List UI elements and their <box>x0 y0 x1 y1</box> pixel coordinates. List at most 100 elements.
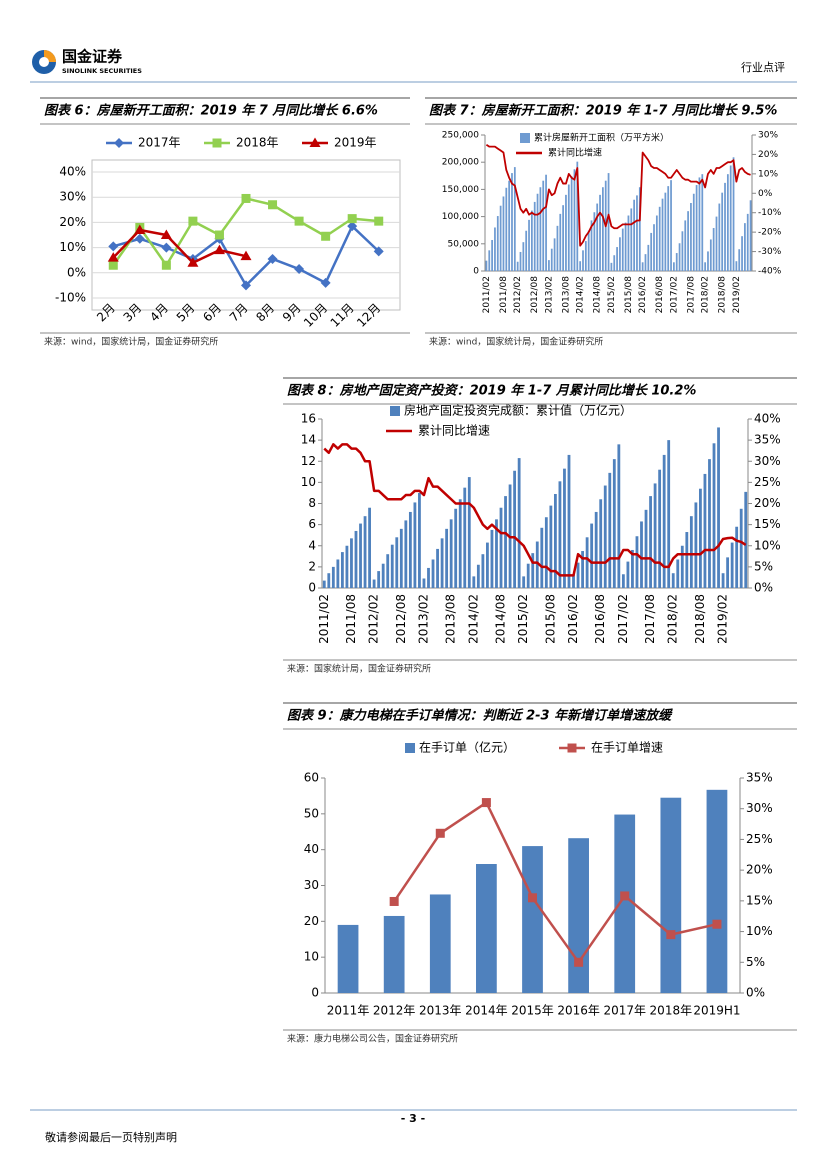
bar <box>590 220 593 271</box>
bar <box>673 262 675 271</box>
bar <box>408 511 412 588</box>
bar <box>576 562 580 588</box>
bar <box>621 574 625 588</box>
x-tick-label: 2017/08 <box>686 276 696 314</box>
x-tick-label: 2013/02 <box>544 276 554 313</box>
bar <box>670 180 672 271</box>
y2-tick-label: 5% <box>746 955 765 969</box>
bar <box>712 228 715 271</box>
bar <box>395 537 399 588</box>
marker <box>389 896 399 906</box>
bar <box>678 243 681 271</box>
y2-tick-label: 20% <box>758 150 778 160</box>
bar <box>399 528 403 588</box>
marker <box>240 250 252 261</box>
bar <box>505 187 508 271</box>
bar <box>729 165 732 271</box>
bar <box>694 502 698 588</box>
x-tick-label: 2014年 <box>465 1004 508 1018</box>
bar <box>695 185 698 271</box>
series-line <box>112 228 247 264</box>
bar <box>744 223 746 271</box>
bar <box>539 187 542 271</box>
bar <box>522 242 525 271</box>
marker <box>347 214 357 224</box>
bar <box>519 251 522 271</box>
y2-tick-label: 35% <box>746 771 773 785</box>
bar <box>418 492 421 588</box>
y-tick-label: 16 <box>301 412 316 426</box>
x-tick-label: 2017/08 <box>643 594 657 644</box>
x-tick-label: 2016/02 <box>638 276 648 313</box>
marker <box>214 230 224 240</box>
marker <box>161 242 172 253</box>
y-tick-label: 4 <box>308 538 316 552</box>
bar <box>528 219 530 271</box>
bar <box>680 545 684 588</box>
y-tick-label: 10% <box>59 240 86 254</box>
bar <box>687 211 689 271</box>
bar <box>490 529 494 588</box>
bar <box>610 262 613 271</box>
bar <box>336 559 340 588</box>
bar <box>699 488 702 588</box>
marker <box>373 246 384 257</box>
bar <box>738 249 741 271</box>
bar <box>449 519 453 588</box>
bar <box>567 454 571 588</box>
y-tick-label: 2 <box>308 559 316 573</box>
bar <box>590 523 594 588</box>
x-tick-label: 2018年 <box>650 1004 693 1018</box>
bar <box>345 545 349 588</box>
y2-tick-label: 20% <box>754 496 781 510</box>
y-tick-label: 10 <box>301 475 316 489</box>
marker <box>481 798 491 808</box>
y-tick-label: -10% <box>55 291 86 305</box>
legend-label: 累计房屋新开工面积（万平方米） <box>534 132 669 144</box>
legend-swatch <box>520 133 530 143</box>
legend-swatch <box>405 743 415 753</box>
bar <box>445 528 449 588</box>
x-tick-label: 2018/02 <box>701 276 711 313</box>
x-tick-label: 2019/02 <box>716 594 730 644</box>
bar <box>621 228 624 271</box>
chart-title: 图表 7：房屋新开工面积：2019 年 1-7 月同比增长 9.5% <box>429 103 777 119</box>
marker <box>567 743 577 753</box>
bar <box>563 468 566 588</box>
y-tick-label: 250,000 <box>442 131 479 141</box>
y2-tick-label: 15% <box>754 517 781 531</box>
marker <box>241 280 251 291</box>
y-tick-label: 100,000 <box>442 212 479 222</box>
logo-name-en: SINOLINK SECURITIES <box>62 67 142 75</box>
y2-tick-label: -30% <box>758 247 782 257</box>
marker <box>435 828 445 838</box>
bar <box>522 576 526 588</box>
y-tick-label: 0% <box>67 265 86 279</box>
marker <box>161 260 171 270</box>
y2-tick-label: -10% <box>758 208 782 218</box>
marker <box>187 257 199 267</box>
bar <box>337 924 359 993</box>
bar <box>581 551 584 588</box>
x-tick-label: 2015/02 <box>607 276 617 313</box>
bar <box>522 846 543 993</box>
y2-tick-label: -40% <box>758 267 782 277</box>
bar <box>431 559 435 588</box>
y2-tick-label: 10% <box>758 169 778 179</box>
marker <box>374 216 384 226</box>
bar <box>633 199 636 271</box>
bar <box>653 224 655 271</box>
bar <box>698 177 701 271</box>
bar <box>667 186 670 271</box>
bar <box>650 232 653 271</box>
bar <box>630 208 633 271</box>
y2-tick-label: 30% <box>746 801 773 815</box>
bar <box>735 526 739 588</box>
bar <box>485 260 488 271</box>
bar <box>660 797 682 993</box>
x-tick-label: 10月 <box>301 301 330 330</box>
legend-label: 在手订单增速 <box>591 741 663 755</box>
bar <box>502 196 505 271</box>
bar <box>658 469 662 588</box>
x-tick-label: 2018/08 <box>693 594 707 644</box>
